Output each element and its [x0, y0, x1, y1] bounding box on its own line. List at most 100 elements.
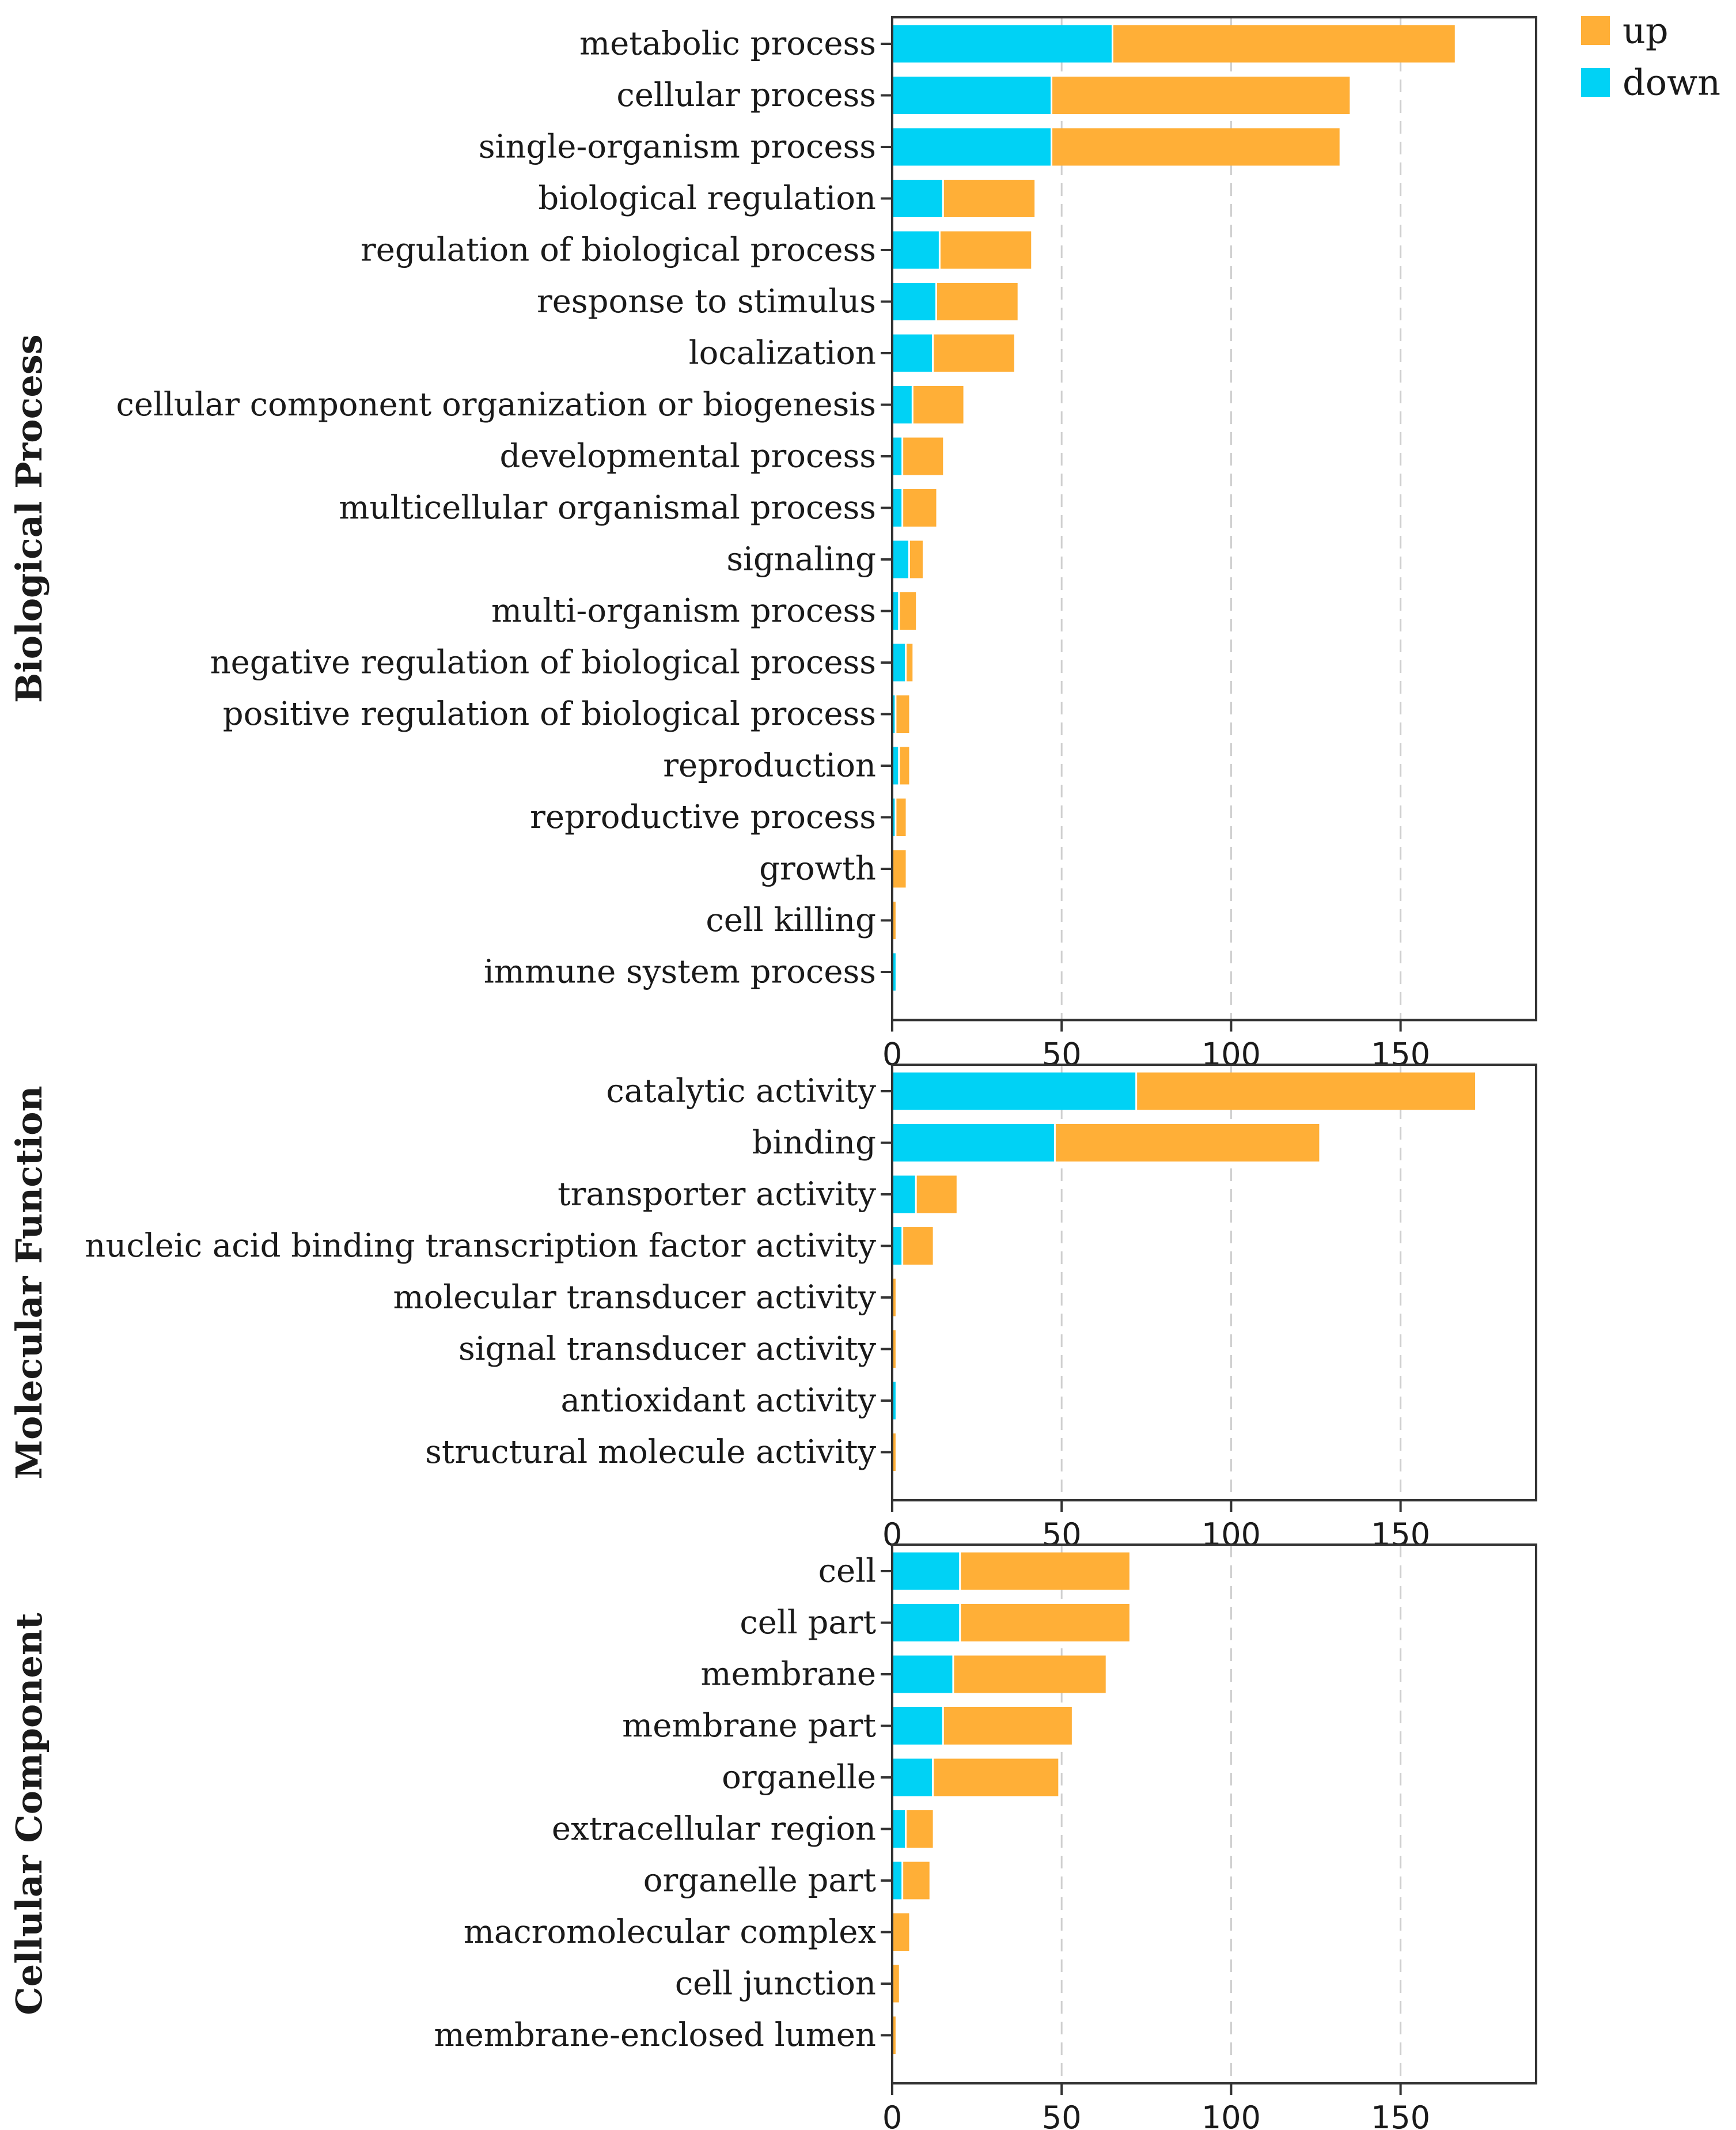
- panel-title-molecular-function: Molecular Function: [8, 1085, 50, 1479]
- category-label-signaling: signaling: [726, 541, 876, 578]
- category-label-reproductive-process: reproductive process: [530, 799, 876, 836]
- bar-up-transporter-activity: [916, 1175, 957, 1213]
- category-label-signal-transducer-activity: signal transducer activity: [458, 1330, 876, 1368]
- bar-down-cellular-component-organization-or-biogenesis: [892, 386, 913, 423]
- bar-up-nucleic-acid-binding-transcription-factor-activity: [902, 1227, 933, 1265]
- category-label-metabolic-process: metabolic process: [579, 25, 876, 63]
- bar-down-extracellular-region: [892, 1810, 906, 1848]
- bar-down-multi-organism-process: [892, 592, 899, 630]
- category-label-multi-organism-process: multi-organism process: [491, 592, 876, 630]
- bar-up-structural-molecule-activity: [892, 1433, 896, 1471]
- category-label-cell-killing: cell killing: [706, 902, 876, 939]
- bar-up-developmental-process: [902, 437, 943, 475]
- bar-up-cell-killing: [892, 902, 896, 939]
- bar-up-single-organism-process: [1051, 128, 1340, 166]
- category-label-molecular-transducer-activity: molecular transducer activity: [393, 1279, 877, 1316]
- bar-up-biological-regulation: [943, 180, 1035, 217]
- bar-up-negative-regulation-of-biological-process: [905, 644, 913, 682]
- category-label-organelle-part: organelle part: [643, 1862, 877, 1900]
- bar-down-reproduction: [892, 747, 899, 785]
- xtick-label-cellular-component-50: 50: [1042, 2099, 1082, 2130]
- category-label-membrane-enclosed-lumen: membrane-enclosed lumen: [434, 2016, 876, 2054]
- bar-up-organelle-part: [902, 1862, 930, 1900]
- panel-cellular-component: cell cell part membrane membrane part organe…: [8, 1543, 1537, 2130]
- category-label-regulation-of-biological-process: regulation of biological process: [361, 232, 876, 269]
- category-label-cellular-component-organization-or-biogenesis: cellular component organization or bioge…: [116, 386, 877, 423]
- panel-title-cellular-component: Cellular Component: [8, 1613, 50, 2015]
- bar-up-regulation-of-biological-process: [939, 231, 1032, 269]
- plot-frame-molecular-function: [891, 1064, 1537, 1501]
- bar-up-membrane-part: [943, 1707, 1072, 1745]
- bar-down-positive-regulation-of-biological-process: [892, 695, 896, 733]
- bar-up-positive-regulation-of-biological-process: [895, 695, 909, 733]
- bar-up-signaling: [909, 540, 923, 578]
- category-label-localization: localization: [689, 335, 876, 372]
- xtick-label-cellular-component-100: 100: [1201, 2099, 1261, 2130]
- bar-down-organelle: [892, 1758, 933, 1796]
- category-label-antioxidant-activity: antioxidant activity: [560, 1382, 876, 1420]
- legend-swatch-down: [1581, 68, 1610, 97]
- category-label-immune-system-process: immune system process: [484, 954, 876, 991]
- bar-up-multi-organism-process: [899, 592, 916, 630]
- bar-up-cellular-process: [1051, 77, 1350, 114]
- bar-up-macromolecular-complex: [892, 1913, 909, 1951]
- legend-label-up: up: [1623, 10, 1669, 52]
- category-label-membrane: membrane: [700, 1656, 876, 1693]
- xtick-label-cellular-component-150: 150: [1371, 2099, 1430, 2130]
- bar-down-signaling: [892, 540, 909, 578]
- bar-up-cellular-component-organization-or-biogenesis: [912, 386, 964, 423]
- category-label-extracellular-region: extracellular region: [552, 1810, 876, 1848]
- legend-item-up: up: [1581, 10, 1669, 52]
- bar-up-binding: [1055, 1124, 1320, 1162]
- category-label-cellular-process: cellular process: [616, 77, 876, 114]
- bar-up-cell-junction: [892, 1965, 899, 2003]
- legend-swatch-up: [1581, 16, 1610, 45]
- bar-down-transporter-activity: [892, 1175, 916, 1213]
- bar-up-membrane: [953, 1655, 1106, 1693]
- bar-down-catalytic-activity: [892, 1072, 1136, 1110]
- bar-down-multicellular-organismal-process: [892, 489, 903, 527]
- bar-down-immune-system-process: [892, 953, 896, 991]
- category-label-response-to-stimulus: response to stimulus: [537, 283, 876, 320]
- bar-down-membrane-part: [892, 1707, 943, 1745]
- bar-down-single-organism-process: [892, 128, 1052, 166]
- category-label-organelle: organelle: [722, 1759, 876, 1796]
- category-label-developmental-process: developmental process: [500, 438, 876, 475]
- bar-down-metabolic-process: [892, 25, 1113, 63]
- xtick-label-cellular-component-0: 0: [882, 2099, 902, 2130]
- category-label-structural-molecule-activity: structural molecule activity: [425, 1433, 876, 1471]
- bar-down-membrane: [892, 1655, 953, 1693]
- legend-item-down: down: [1581, 62, 1720, 104]
- category-label-biological-regulation: biological regulation: [538, 180, 876, 217]
- bar-down-cellular-process: [892, 77, 1052, 114]
- bar-down-organelle-part: [892, 1862, 903, 1900]
- bar-down-binding: [892, 1124, 1055, 1162]
- bar-down-reproductive-process: [892, 799, 896, 836]
- category-label-membrane-part: membrane part: [622, 1707, 876, 1745]
- bar-down-regulation-of-biological-process: [892, 231, 940, 269]
- bar-down-response-to-stimulus: [892, 283, 937, 320]
- plot-frame-biological-process: [891, 16, 1537, 1022]
- panels-layer: metabolic process cellular process single-…: [8, 16, 1537, 2130]
- category-label-positive-regulation-of-biological-process: positive regulation of biological proces…: [223, 695, 876, 733]
- category-label-macromolecular-complex: macromolecular complex: [464, 1913, 876, 1951]
- panel-molecular-function: catalytic activity binding transporter act…: [8, 1064, 1537, 1553]
- bar-down-antioxidant-activity: [892, 1382, 896, 1420]
- category-label-cell-junction: cell junction: [675, 1965, 876, 2003]
- category-label-growth: growth: [759, 850, 876, 888]
- legend: up down: [1581, 10, 1720, 104]
- bar-down-developmental-process: [892, 437, 903, 475]
- bar-up-organelle: [933, 1758, 1059, 1796]
- category-label-single-organism-process: single-organism process: [479, 128, 876, 166]
- bar-up-extracellular-region: [905, 1810, 933, 1848]
- bar-down-nucleic-acid-binding-transcription-factor-activity: [892, 1227, 903, 1265]
- bar-up-cell-part: [960, 1604, 1129, 1641]
- bar-up-growth: [892, 850, 906, 888]
- plot-frame-cellular-component: [891, 1543, 1537, 2084]
- category-label-transporter-activity: transporter activity: [558, 1176, 876, 1213]
- bar-up-catalytic-activity: [1136, 1072, 1476, 1110]
- bar-up-molecular-transducer-activity: [892, 1278, 896, 1316]
- category-label-multicellular-organismal-process: multicellular organismal process: [339, 489, 876, 527]
- legend-label-down: down: [1623, 62, 1720, 104]
